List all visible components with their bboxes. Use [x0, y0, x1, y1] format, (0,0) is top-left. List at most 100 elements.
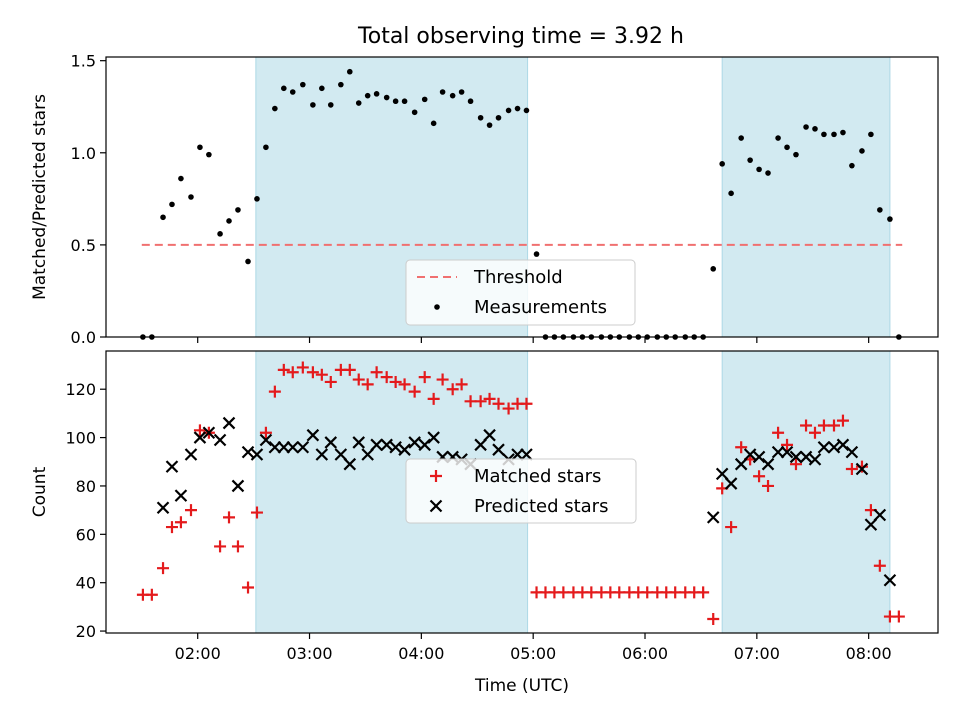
measurement-point [831, 131, 837, 138]
matched-star-point [800, 419, 813, 432]
matched-star-point [772, 426, 785, 439]
matched-star-point [808, 426, 821, 439]
predicted-star-point [259, 433, 273, 447]
matched-star-point [520, 397, 533, 410]
measurement-point [710, 266, 717, 272]
matched-star-point [145, 588, 158, 601]
predicted-star-point [743, 448, 757, 461]
measurement-point [355, 100, 362, 106]
predicted-star-point [202, 426, 216, 440]
x-tick-label: 02:00 [175, 644, 221, 663]
matched-star-point [873, 559, 886, 572]
x-tick-label: 04:00 [398, 644, 444, 663]
observing-interval-shade [721, 350, 891, 634]
matched-star-point [286, 366, 299, 379]
measurement-point [272, 105, 278, 112]
matched-star-point [697, 586, 710, 599]
y-tick-label: 120 [65, 380, 96, 399]
matched-star-point [669, 586, 682, 599]
matched-star-point [817, 419, 830, 432]
matched-star-point [502, 402, 515, 415]
matched-star-point [427, 392, 440, 405]
matched-star-point [174, 516, 187, 529]
measurement-point [281, 85, 287, 92]
measurement-point [160, 214, 166, 221]
measurement-point [188, 194, 194, 200]
measurement-point [887, 216, 893, 222]
predicted-star-point [398, 443, 411, 456]
matched-star-point [845, 463, 858, 476]
measurement-point [467, 98, 474, 105]
measurement-point [197, 144, 203, 151]
legend-threshold-label: Threshold [473, 267, 563, 288]
matched-star-point [242, 581, 255, 594]
measurement-point [840, 129, 846, 136]
matched-star-point [430, 470, 442, 482]
measurement-point [803, 124, 809, 130]
matched-star-point [370, 366, 383, 379]
predicted-star-point [808, 453, 822, 466]
matched-star-point [306, 366, 319, 379]
predicted-star-point [277, 440, 291, 454]
predicted-star-point [836, 438, 850, 452]
matched-star-point [892, 610, 905, 623]
predicted-star-point [511, 448, 524, 461]
measurement-point [486, 122, 493, 128]
matched-star-point [753, 470, 766, 483]
legend: Matched stars Predicted stars [405, 458, 637, 524]
matched-star-point [455, 378, 468, 391]
matched-star-point [828, 419, 840, 432]
matched-star-point [380, 371, 393, 384]
x-tick-label: 07:00 [734, 644, 780, 663]
matched-star-point [483, 392, 496, 405]
predicted-star-point [231, 479, 245, 493]
predicted-star-point [380, 438, 393, 452]
predicted-star-point [873, 508, 887, 522]
measurement-point [747, 157, 753, 163]
y-tick-label: 1.5 [71, 52, 96, 71]
legend-box [405, 259, 636, 326]
predicted-star-point [315, 448, 329, 461]
measurement-point [784, 144, 790, 151]
matched-star-point [557, 586, 570, 599]
y-tick-label: 0.0 [71, 328, 96, 347]
measurement-point [411, 109, 418, 116]
x-tick-label: 08:00 [846, 644, 892, 663]
measurement-point [439, 89, 446, 95]
predicted-star-point [715, 467, 729, 481]
predicted-star-point [296, 440, 310, 454]
predicted-star-point [286, 440, 300, 454]
measurement-point [319, 85, 325, 92]
predicted-star-point [492, 443, 505, 456]
y-tick-label: 0.5 [71, 236, 96, 255]
measurement-point [877, 207, 883, 213]
predicted-star-point [334, 448, 348, 461]
predicted-star-point [389, 440, 402, 454]
matched-star-point [268, 385, 281, 398]
measurement-point [383, 94, 390, 101]
legend-box [405, 458, 637, 524]
predicted-star-point [474, 438, 487, 452]
measurement-point [793, 151, 799, 158]
y-tick-label: 60 [76, 525, 96, 544]
predicted-star-point [213, 433, 227, 447]
measurement-point [217, 231, 223, 237]
matched-star-point [214, 540, 227, 553]
matched-star-point [250, 506, 263, 519]
matched-star-point [389, 375, 402, 388]
matched-star-point [725, 521, 738, 534]
predicted-star-point [408, 436, 421, 449]
measurement-point [364, 92, 371, 99]
axes-frame [105, 56, 939, 338]
predicted-star-point [799, 450, 813, 464]
measurement-point [310, 102, 316, 108]
predicted-star-point [520, 448, 533, 461]
predicted-star-point [427, 431, 440, 444]
matched-star-point [193, 424, 206, 437]
matched-star-point [165, 521, 178, 534]
measurement-point [206, 151, 212, 158]
predicted-star-point [156, 501, 170, 514]
measurement-point [226, 218, 232, 224]
matched-star-point [436, 373, 449, 386]
measurement-point [523, 107, 530, 114]
